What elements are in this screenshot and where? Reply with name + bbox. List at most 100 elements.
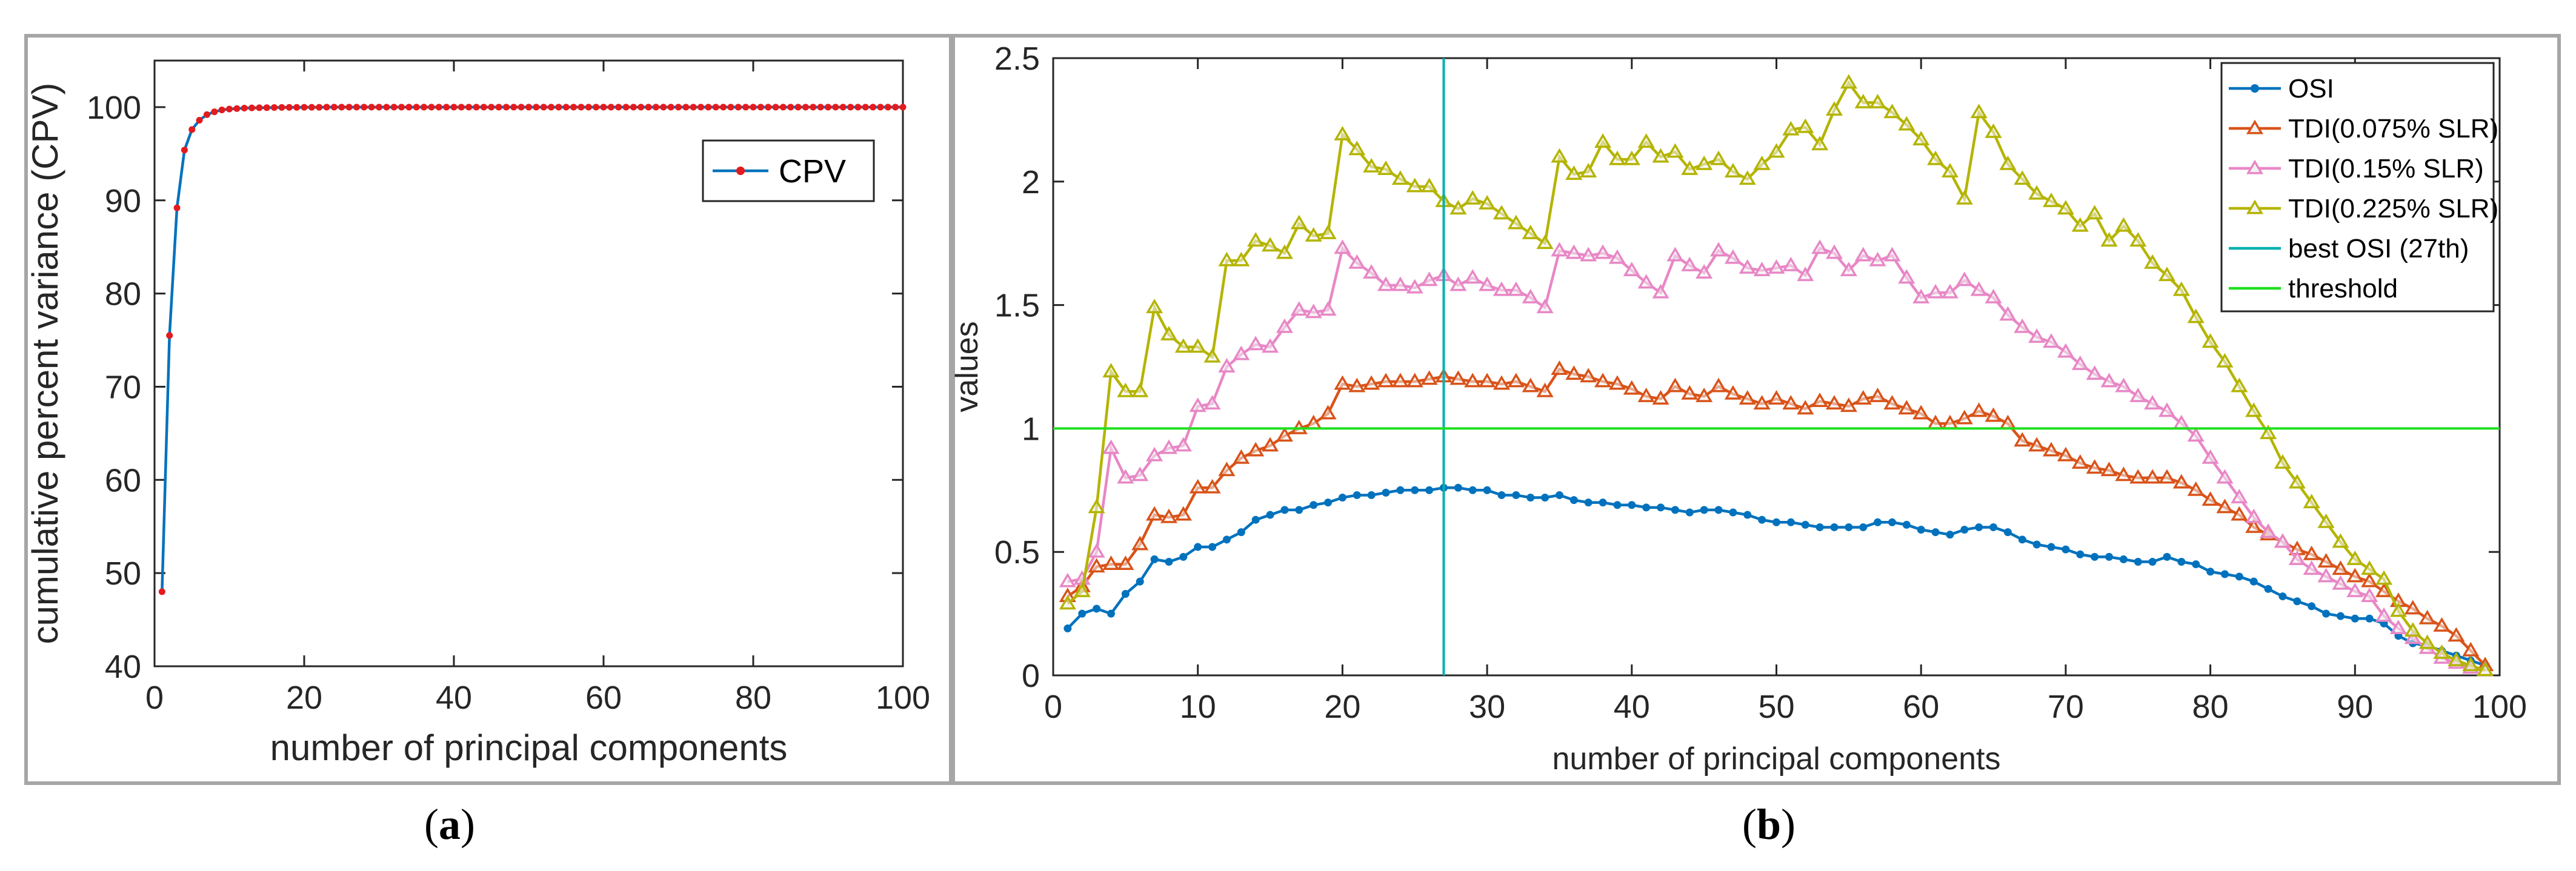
data-point-tdi-3 — [2115, 217, 2132, 232]
data-point-tdi-3 — [1652, 148, 1669, 163]
data-point-a — [690, 104, 697, 111]
data-point-tdi-3 — [2187, 308, 2205, 323]
legend-label-4: best OSI (27th) — [2288, 234, 2469, 263]
data-point-tdi-2 — [1999, 306, 2017, 321]
data-point-osi — [2336, 612, 2345, 620]
data-point-osi — [1295, 506, 1303, 514]
data-point-osi — [1743, 511, 1752, 519]
data-point-tdi-3 — [1724, 163, 1742, 177]
data-point-osi — [1816, 523, 1824, 531]
data-point-a — [263, 104, 270, 111]
data-point-a — [555, 104, 562, 111]
data-point-osi — [2018, 535, 2026, 544]
data-point-tdi-3 — [1840, 74, 1857, 89]
data-point-tdi-2 — [1464, 269, 1482, 284]
data-point-osi — [1165, 558, 1173, 566]
data-point-tdi-2 — [2086, 365, 2103, 380]
data-point-tdi-2 — [1420, 271, 1438, 286]
x-tick-label-b: 40 — [1614, 689, 1650, 725]
data-point-a — [413, 104, 420, 111]
data-point-tdi-1 — [1912, 405, 1930, 420]
data-point-tdi-2 — [1941, 283, 1959, 299]
data-point-tdi-1 — [1218, 462, 1236, 477]
data-point-tdi-3 — [1854, 93, 1872, 108]
data-point-tdi-3 — [1059, 595, 1076, 610]
data-point-a — [226, 105, 233, 113]
data-point-osi — [1454, 483, 1462, 492]
data-point-tdi-1 — [1970, 402, 1988, 417]
data-point-tdi-3 — [2014, 170, 2031, 185]
data-point-a — [458, 104, 465, 111]
data-point-tdi-1 — [1666, 377, 1684, 392]
legend-label-0: OSI — [2288, 74, 2334, 104]
data-point-osi — [2163, 552, 2171, 561]
data-point-tdi-2 — [2100, 373, 2118, 388]
data-point-tdi-2 — [1305, 303, 1322, 319]
legend-label-3: TDI(0.225% SLR) — [2288, 194, 2498, 224]
data-point-tdi-2 — [2216, 469, 2234, 484]
legend-label-cpv: CPV — [779, 153, 846, 190]
data-point-a — [870, 104, 877, 111]
data-point-tdi-3 — [2202, 333, 2219, 348]
data-point-tdi-2 — [2260, 523, 2277, 538]
data-point-osi — [1194, 543, 1202, 551]
data-point-tdi-1 — [2202, 491, 2219, 506]
legend-box-b — [2220, 62, 2495, 313]
data-point-a — [271, 104, 278, 111]
data-point-a — [817, 104, 824, 111]
data-point-tdi-1 — [2231, 506, 2248, 521]
data-point-tdi-2 — [1811, 239, 1829, 254]
data-point-tdi-1 — [1146, 506, 1163, 521]
x-tick-label-b: 30 — [1469, 689, 1505, 725]
data-point-osi — [1266, 511, 1274, 519]
legend-marker-2 — [2246, 159, 2264, 174]
data-point-tdi-2 — [1319, 301, 1337, 316]
data-point-osi — [1830, 523, 1839, 531]
data-point-tdi-1 — [1709, 377, 1728, 392]
data-point-osi — [2148, 558, 2157, 566]
data-point-osi — [2003, 528, 2012, 537]
data-point-tdi-3 — [1594, 133, 1612, 148]
data-point-osi — [1975, 523, 1983, 531]
data-point-tdi-2 — [2375, 607, 2393, 622]
data-point-osi — [1107, 609, 1115, 618]
data-point-tdi-3 — [1073, 582, 1091, 597]
data-point-a — [637, 104, 645, 111]
data-point-tdi-2 — [1637, 274, 1655, 289]
data-point-tdi-1 — [2086, 459, 2103, 474]
data-point-tdi-3 — [1290, 214, 1308, 230]
data-point-osi — [1845, 523, 1853, 531]
data-point-tdi-2 — [1493, 281, 1511, 296]
data-point-a — [862, 104, 869, 111]
data-point-tdi-3 — [2028, 185, 2046, 200]
data-point-osi — [1251, 515, 1260, 524]
data-point-tdi-2 — [1088, 543, 1105, 558]
data-point-tdi-2 — [1522, 288, 1539, 303]
caption-a: (a) — [424, 800, 475, 849]
data-point-a — [548, 104, 555, 111]
data-point-osi — [2062, 545, 2070, 554]
data-point-tdi-3 — [1493, 205, 1511, 220]
data-point-a — [390, 104, 398, 111]
data-point-tdi-3 — [1551, 148, 1568, 163]
data-point-a — [211, 108, 218, 116]
data-point-tdi-3 — [2404, 622, 2421, 637]
x-tick-label-b: 10 — [1180, 689, 1216, 725]
data-point-osi — [2192, 560, 2200, 569]
data-point-a — [405, 104, 413, 111]
data-point-a — [158, 588, 165, 595]
data-point-tdi-2 — [2057, 343, 2074, 358]
data-point-tdi-1 — [2361, 572, 2378, 588]
data-point-a — [892, 104, 899, 111]
data-point-a — [899, 104, 907, 111]
data-point-tdi-2 — [2361, 588, 2378, 603]
data-point-tdi-1 — [2187, 481, 2205, 496]
data-point-a — [368, 104, 375, 111]
data-point-tdi-2 — [2317, 568, 2335, 583]
data-point-tdi-1 — [2057, 446, 2074, 462]
data-point-tdi-2 — [1146, 446, 1163, 462]
data-point-tdi-3 — [2129, 232, 2147, 247]
data-point-a — [301, 104, 308, 111]
data-point-a — [323, 104, 330, 111]
data-point-osi — [1931, 528, 1940, 537]
